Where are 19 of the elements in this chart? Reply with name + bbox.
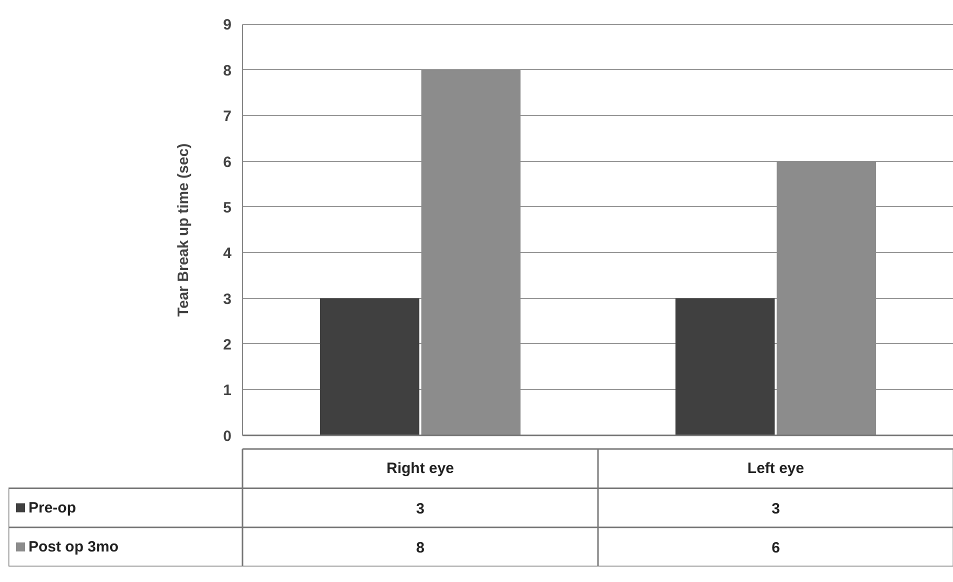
y-tick-label: 0 [223, 428, 232, 445]
y-tick-label: 4 [223, 245, 232, 262]
y-tick-label: 2 [223, 336, 232, 354]
legend-label: Post op 3mo [28, 538, 119, 556]
y-axis-title: Tear Break up time (sec) [175, 143, 192, 317]
data-label: 6 [772, 539, 780, 556]
data-label: 3 [416, 500, 424, 518]
y-tick-label: 5 [223, 199, 232, 216]
legend-label: Pre-op [28, 499, 76, 516]
y-tick-label: 1 [223, 382, 232, 400]
y-tick-label: 6 [223, 154, 232, 171]
y-tick-label: 3 [223, 290, 232, 308]
y-tick-label: 9 [223, 16, 232, 34]
y-tick-label: 8 [223, 62, 232, 80]
x-tick-label: Right eye [386, 460, 454, 478]
y-tick-label: 7 [223, 108, 232, 126]
data-label: 3 [772, 500, 780, 518]
x-tick-label: Left eye [747, 460, 804, 478]
data-label: 8 [416, 539, 424, 556]
